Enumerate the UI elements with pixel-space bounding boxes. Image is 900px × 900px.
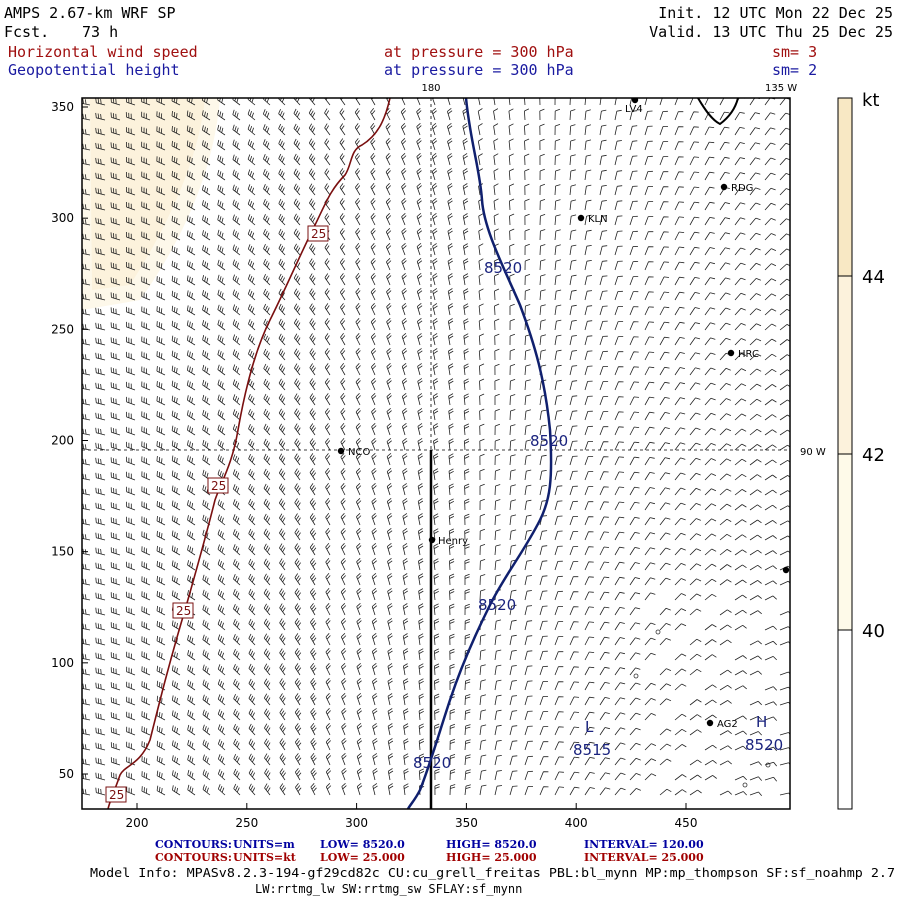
svg-text:LOW= 25.000: LOW= 25.000 (320, 851, 405, 864)
colorbar-label-40: 40 (862, 621, 885, 642)
y-tick-label: 150 (51, 545, 74, 559)
model-title: AMPS 2.67-km WRF SP (4, 4, 176, 22)
svg-text:INTERVAL= 25.000: INTERVAL= 25.000 (584, 851, 704, 864)
colorbar: kt 44 42 40 (837, 90, 885, 810)
colorbar-40-band (838, 454, 852, 630)
y-tick-label: 200 (51, 434, 74, 448)
station-ag2: AG2 (706, 719, 738, 730)
valid-time: Valid. 13 UTC Thu 25 Dec 25 (649, 23, 893, 41)
coastline (697, 98, 739, 126)
station-lv4: LV4 (625, 98, 643, 115)
svg-text:CONTOURS:: CONTOURS: (155, 838, 232, 851)
y-tick-label: 350 (51, 100, 74, 114)
high-symbol: H (756, 713, 767, 731)
field-wind-smoothing: sm= 3 (772, 43, 817, 61)
field-geopotential: Geopotential height (8, 61, 180, 79)
x-tick-label: 400 (565, 816, 588, 830)
low-symbol: L (585, 718, 594, 736)
colorbar-label-44: 44 (862, 267, 885, 288)
svg-text:Henry: Henry (438, 536, 468, 547)
footer-height-contours: CONTOURS: UNITS=m LOW= 8520.0 HIGH= 8520… (155, 838, 704, 851)
svg-text:25: 25 (211, 479, 226, 493)
svg-text:KLN: KLN (588, 214, 608, 225)
wind-barbs (82, 98, 790, 797)
svg-text:CONTOURS:: CONTOURS: (155, 851, 232, 864)
x-tick-label: 200 (126, 816, 149, 830)
init-time: Init. 12 UTC Mon 22 Dec 25 (658, 4, 893, 22)
speed-contour-labels: 25 25 25 25 (105, 225, 329, 803)
station-hrc: HRC (727, 349, 759, 360)
forecast-hour: 73 h (82, 23, 118, 41)
svg-text:NCO: NCO (348, 447, 370, 458)
svg-text:8520: 8520 (530, 432, 568, 450)
colorbar-base-band (838, 630, 852, 809)
station-kln: KLN (577, 214, 608, 225)
svg-text:25: 25 (311, 227, 326, 241)
colorbar-44-band (838, 98, 852, 276)
low-value: 8515 (573, 741, 611, 759)
svg-text:HIGH= 25.000: HIGH= 25.000 (446, 851, 537, 864)
plot-frame (81, 97, 791, 810)
svg-text:8520: 8520 (413, 754, 451, 772)
svg-text:RDG: RDG (731, 183, 753, 194)
meridian-180-label: 180 (421, 83, 440, 94)
field-geopotential-smoothing: sm= 2 (772, 61, 817, 79)
forecast-label: Fcst. (4, 23, 49, 41)
svg-text:UNITS=kt: UNITS=kt (233, 851, 297, 864)
model-info: Model Info: MPASv8.2.3-194-gf29cd82c CU:… (90, 866, 895, 880)
footer-speed-contours: CONTOURS: UNITS=kt LOW= 25.000 HIGH= 25.… (155, 851, 704, 864)
station-henry: Henry (428, 536, 468, 547)
x-tick-label: 350 (455, 816, 478, 830)
calm-wind-markers (633, 629, 771, 788)
svg-text:8520: 8520 (484, 259, 522, 277)
meridian-135w-label: 135 W (765, 83, 797, 94)
svg-text:LOW= 8520.0: LOW= 8520.0 (320, 838, 405, 851)
svg-text:25: 25 (109, 788, 124, 802)
height-contour-labels: 8520 8520 8520 8520 8520 (413, 259, 783, 772)
y-axis: 50 100 150 200 250 300 350 (51, 100, 88, 781)
svg-text:UNITS=m: UNITS=m (233, 838, 295, 851)
station-nco: NCO (337, 447, 370, 458)
y-tick-label: 50 (59, 767, 74, 781)
svg-text:8520: 8520 (478, 596, 516, 614)
field-wind-speed: Horizontal wind speed (8, 43, 198, 61)
station-edge-marker (782, 566, 790, 574)
colorbar-unit: kt (862, 90, 879, 111)
svg-text:HRC: HRC (738, 349, 759, 360)
meridian-90w-label: 90 W (800, 447, 826, 458)
speed-contour-25 (107, 98, 391, 809)
svg-text:HIGH= 8520.0: HIGH= 8520.0 (446, 838, 537, 851)
svg-text:AG2: AG2 (717, 719, 738, 730)
x-tick-label: 300 (345, 816, 368, 830)
plot-area: LV4 RDG KLN HRC NCO Henry AG2 8520 8520 … (82, 98, 790, 809)
y-tick-label: 300 (51, 211, 74, 225)
x-tick-label: 250 (235, 816, 258, 830)
y-tick-label: 100 (51, 656, 74, 670)
svg-text:25: 25 (176, 604, 191, 618)
y-tick-label: 250 (51, 322, 74, 336)
svg-text:INTERVAL= 120.00: INTERVAL= 120.00 (584, 838, 704, 851)
station-rdg: RDG (720, 183, 753, 194)
colorbar-42-band (838, 276, 852, 454)
colorbar-label-42: 42 (862, 445, 885, 466)
field-wind-level: at pressure = 300 hPa (384, 43, 574, 61)
x-tick-label: 450 (675, 816, 698, 830)
svg-text:LV4: LV4 (625, 104, 643, 115)
height-contour-8520 (406, 98, 553, 809)
model-info-line2: LW:rrtmg_lw SW:rrtmg_sw SFLAY:sf_mynn (255, 882, 522, 896)
x-axis: 200 250 300 350 400 450 (126, 803, 698, 830)
field-geopotential-level: at pressure = 300 hPa (384, 61, 574, 79)
svg-text:8520: 8520 (745, 736, 783, 754)
